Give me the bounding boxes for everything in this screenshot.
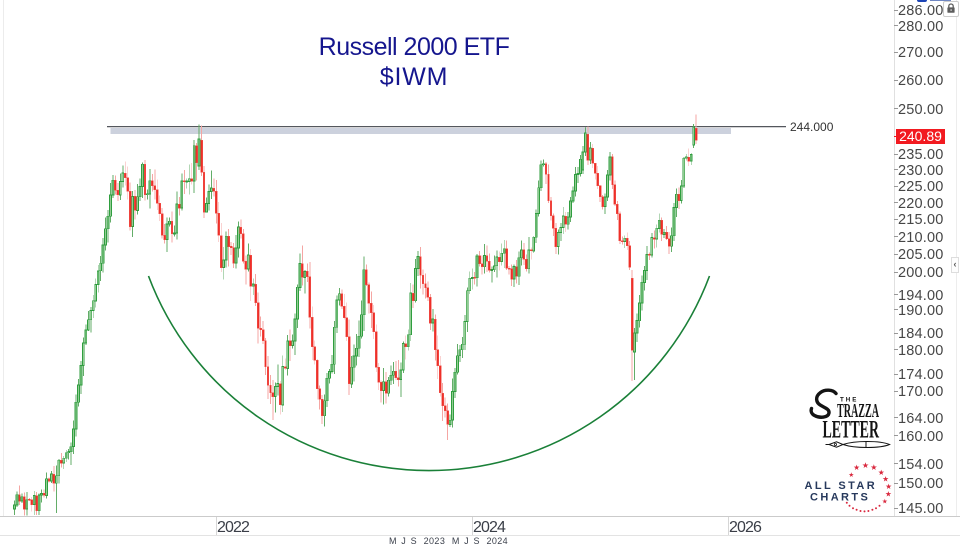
svg-text:★: ★: [870, 463, 877, 472]
svg-text:★: ★: [882, 474, 889, 483]
svg-text:★: ★: [848, 472, 854, 479]
svg-text:★: ★: [885, 482, 892, 491]
svg-text:CHARTS: CHARTS: [810, 492, 870, 504]
svg-text:TRAZZA: TRAZZA: [837, 400, 879, 422]
svg-text:ALL STAR: ALL STAR: [805, 480, 878, 492]
svg-text:THE: THE: [840, 397, 858, 404]
svg-text:★: ★: [882, 498, 888, 505]
svg-text:★: ★: [885, 490, 892, 499]
svg-text:LETTER: LETTER: [823, 417, 880, 444]
svg-text:★: ★: [862, 461, 869, 470]
svg-text:★: ★: [853, 463, 860, 472]
svg-text:★: ★: [878, 468, 885, 477]
